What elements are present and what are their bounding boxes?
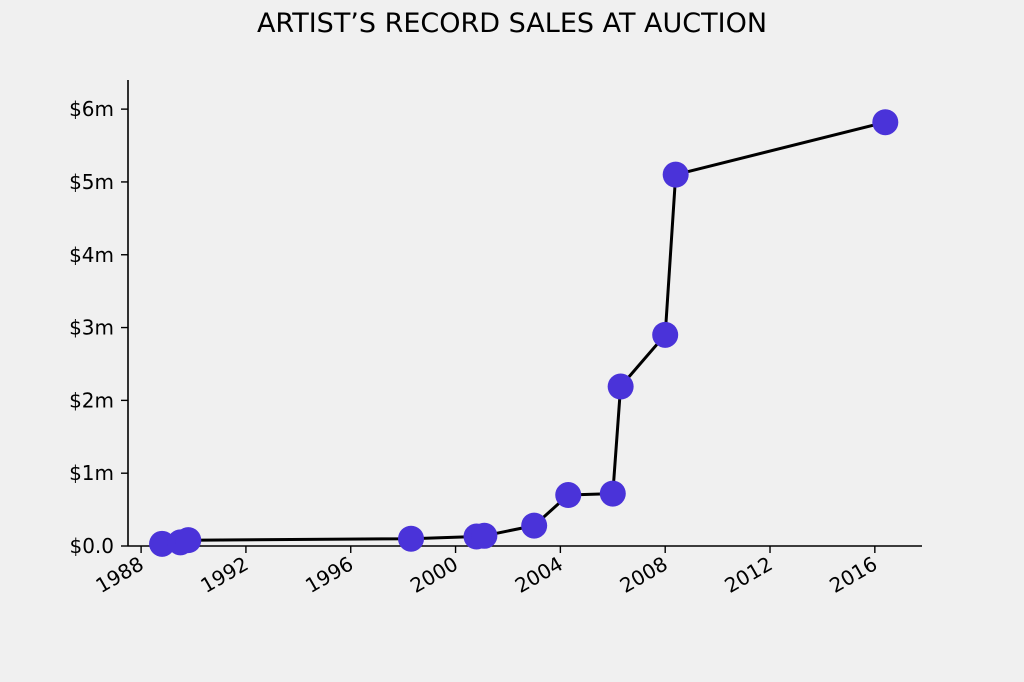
y-tick-label: $1m — [69, 461, 114, 485]
data-point — [471, 522, 498, 549]
y-axis-ticks: $0.0 $1m $2m $3m $4m $5m $6m — [69, 97, 128, 558]
data-point — [652, 321, 679, 348]
y-tick-label: $3m — [69, 316, 114, 340]
y-tick-label: $4m — [69, 243, 114, 267]
series-lines — [161, 120, 886, 546]
data-point — [521, 512, 548, 539]
series-line — [161, 120, 886, 546]
series-points — [149, 109, 899, 557]
x-tick-label: 2012 — [720, 552, 776, 598]
y-tick-label: $2m — [69, 388, 114, 412]
data-point — [662, 161, 689, 188]
x-tick-label: 2000 — [406, 552, 462, 598]
x-tick-label: 1992 — [196, 552, 252, 598]
data-point — [872, 109, 899, 136]
x-tick-label: 1996 — [301, 552, 357, 598]
data-point — [555, 482, 582, 509]
data-point — [599, 480, 626, 507]
axes — [127, 80, 922, 547]
data-point — [607, 373, 634, 400]
data-point — [398, 525, 425, 552]
x-axis-ticks: 1988 1992 1996 2000 2004 2008 2012 2016 — [92, 546, 881, 598]
chart-title: ARTIST’S RECORD SALES AT AUCTION — [256, 8, 768, 39]
x-tick-label: 2004 — [511, 552, 567, 598]
data-point — [175, 527, 202, 554]
x-tick-label: 1988 — [92, 552, 148, 598]
x-tick-label: 2008 — [616, 552, 672, 598]
y-tick-label: $6m — [69, 97, 114, 121]
y-tick-label: $0.0 — [69, 534, 114, 558]
x-tick-label: 2016 — [825, 552, 881, 598]
y-tick-label: $5m — [69, 170, 114, 194]
